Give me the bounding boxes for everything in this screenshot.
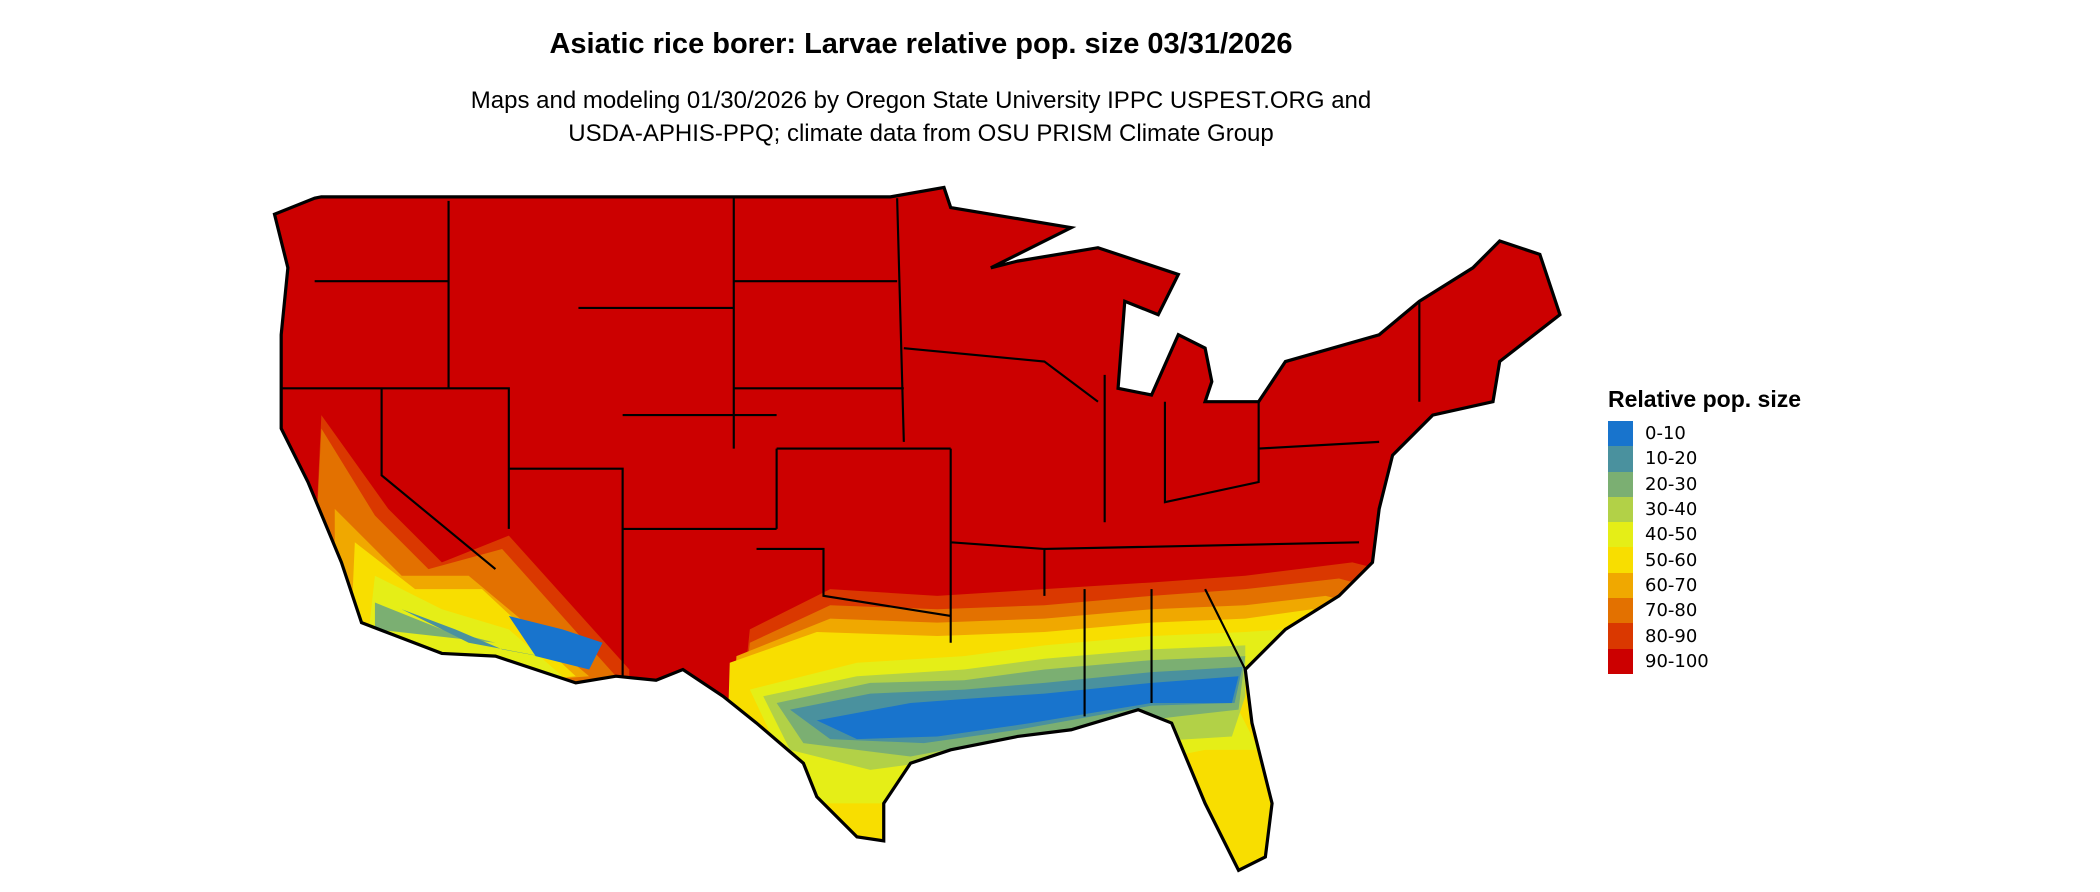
map-fill: [272, 185, 1562, 872]
subtitle-line-2: USDA-APHIS-PPQ; climate data from OSU PR…: [568, 120, 1274, 147]
legend: Relative pop. size 0-10 10-20 20-30 30-40 40…: [1608, 386, 1801, 674]
legend-label: 40-50: [1645, 524, 1698, 546]
legend-swatch: [1608, 522, 1633, 548]
map-subtitle: Maps and modeling 01/30/2026 by Oregon S…: [0, 84, 1842, 150]
legend-label: 30-40: [1645, 499, 1698, 521]
region-0-10: [508, 615, 1239, 740]
legend-item: 70-80: [1608, 598, 1801, 624]
legend-label: 0-10: [1645, 423, 1686, 445]
legend-label: 50-60: [1645, 549, 1698, 571]
legend-item: 60-70: [1608, 572, 1801, 599]
legend-item: 80-90: [1608, 623, 1801, 649]
legend-item: 10-20: [1608, 446, 1801, 472]
subtitle-line-1: Maps and modeling 01/30/2026 by Oregon S…: [470, 87, 1372, 114]
legend-item: 50-60: [1608, 547, 1801, 573]
legend-item: 0-10: [1608, 421, 1801, 447]
legend-swatch: [1608, 623, 1633, 649]
legend-label: 80-90: [1645, 625, 1698, 647]
region-90-100: [274, 187, 1560, 871]
legend-swatch: [1608, 496, 1633, 523]
legend-swatch: [1608, 547, 1633, 573]
legend-item: 30-40: [1608, 496, 1801, 523]
state-borders: [272, 185, 1562, 872]
legend-swatch: [1608, 421, 1633, 447]
legend-swatch: [1608, 598, 1633, 624]
legend-label: 20-30: [1645, 473, 1698, 495]
legend-title: Relative pop. size: [1608, 386, 1802, 412]
legend-label: 90-100: [1645, 650, 1709, 672]
map-title: Asiatic rice borer: Larvae relative pop.…: [549, 28, 1293, 60]
legend-swatch: [1608, 471, 1633, 497]
legend-swatch: [1608, 648, 1633, 674]
legend-label: 10-20: [1645, 448, 1698, 470]
legend-label: 60-70: [1645, 574, 1698, 596]
legend-swatch: [1608, 446, 1633, 472]
legend-item: 90-100: [1608, 648, 1801, 674]
legend-label: 70-80: [1645, 600, 1698, 622]
legend-item: 40-50: [1608, 522, 1801, 548]
legend-swatch: [1608, 572, 1633, 599]
legend-item: 20-30: [1608, 471, 1801, 497]
